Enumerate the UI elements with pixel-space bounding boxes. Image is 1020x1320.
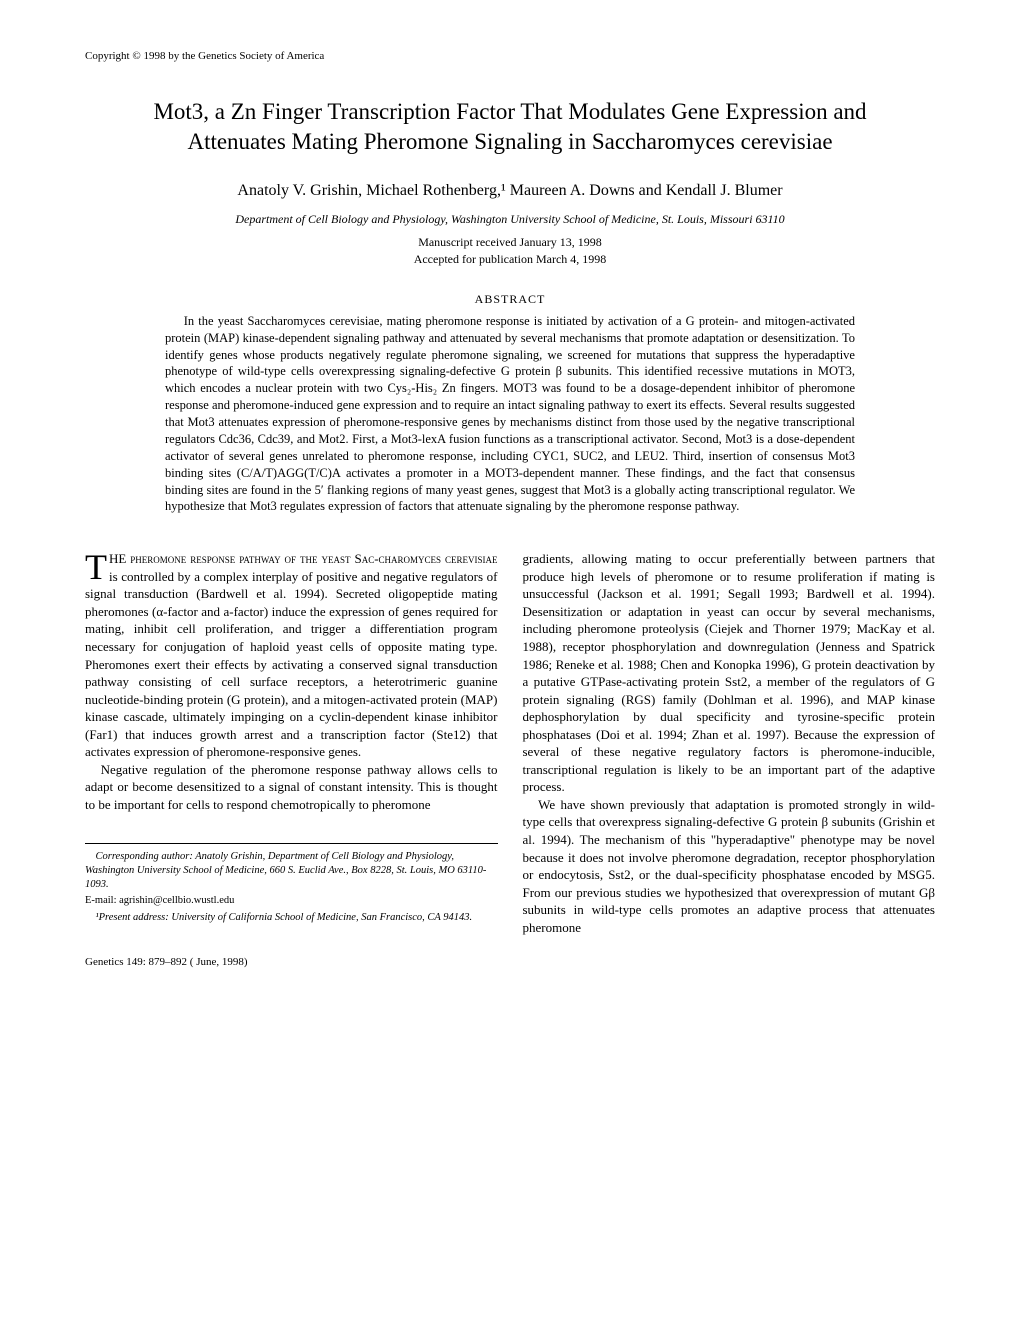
column-left: THE pheromone response pathway of the ye… [85, 550, 498, 969]
body-paragraph-2: Negative regulation of the pheromone res… [85, 761, 498, 814]
copyright-line: Copyright © 1998 by the Genetics Society… [85, 50, 935, 62]
column-right: gradients, allowing mating to occur pref… [523, 550, 936, 969]
corresponding-author-footnote: Corresponding author: Anatoly Grishin, D… [85, 850, 498, 891]
affiliation: Department of Cell Biology and Physiolog… [85, 212, 935, 227]
journal-citation: Genetics 149: 879–892 ( June, 1998) [85, 955, 498, 970]
body-paragraph-4: We have shown previously that adaptation… [523, 796, 936, 936]
body-paragraph-1: THE pheromone response pathway of the ye… [85, 550, 498, 761]
email-footnote: E-mail: agrishin@cellbio.wustl.edu [85, 894, 498, 908]
footnote-block: Corresponding author: Anatoly Grishin, D… [85, 843, 498, 924]
article-title: Mot3, a Zn Finger Transcription Factor T… [115, 97, 905, 157]
manuscript-accepted-date: Accepted for publication March 4, 1998 [85, 252, 935, 267]
drop-cap: T [85, 550, 109, 581]
abstract-section: ABSTRACT In the yeast Saccharomyces cere… [165, 292, 855, 516]
abstract-text: In the yeast Saccharomyces cerevisiae, m… [165, 313, 855, 516]
lead-text: HE pheromone response pathway of the yea… [109, 551, 498, 566]
body-text: is controlled by a complex interplay of … [85, 569, 498, 759]
present-address-footnote: ¹Present address: University of Californ… [85, 911, 498, 925]
body-columns: THE pheromone response pathway of the ye… [85, 550, 935, 969]
author-list: Anatoly V. Grishin, Michael Rothenberg,¹… [85, 182, 935, 200]
body-paragraph-3: gradients, allowing mating to occur pref… [523, 550, 936, 796]
abstract-heading: ABSTRACT [165, 292, 855, 307]
manuscript-received-date: Manuscript received January 13, 1998 [85, 235, 935, 250]
